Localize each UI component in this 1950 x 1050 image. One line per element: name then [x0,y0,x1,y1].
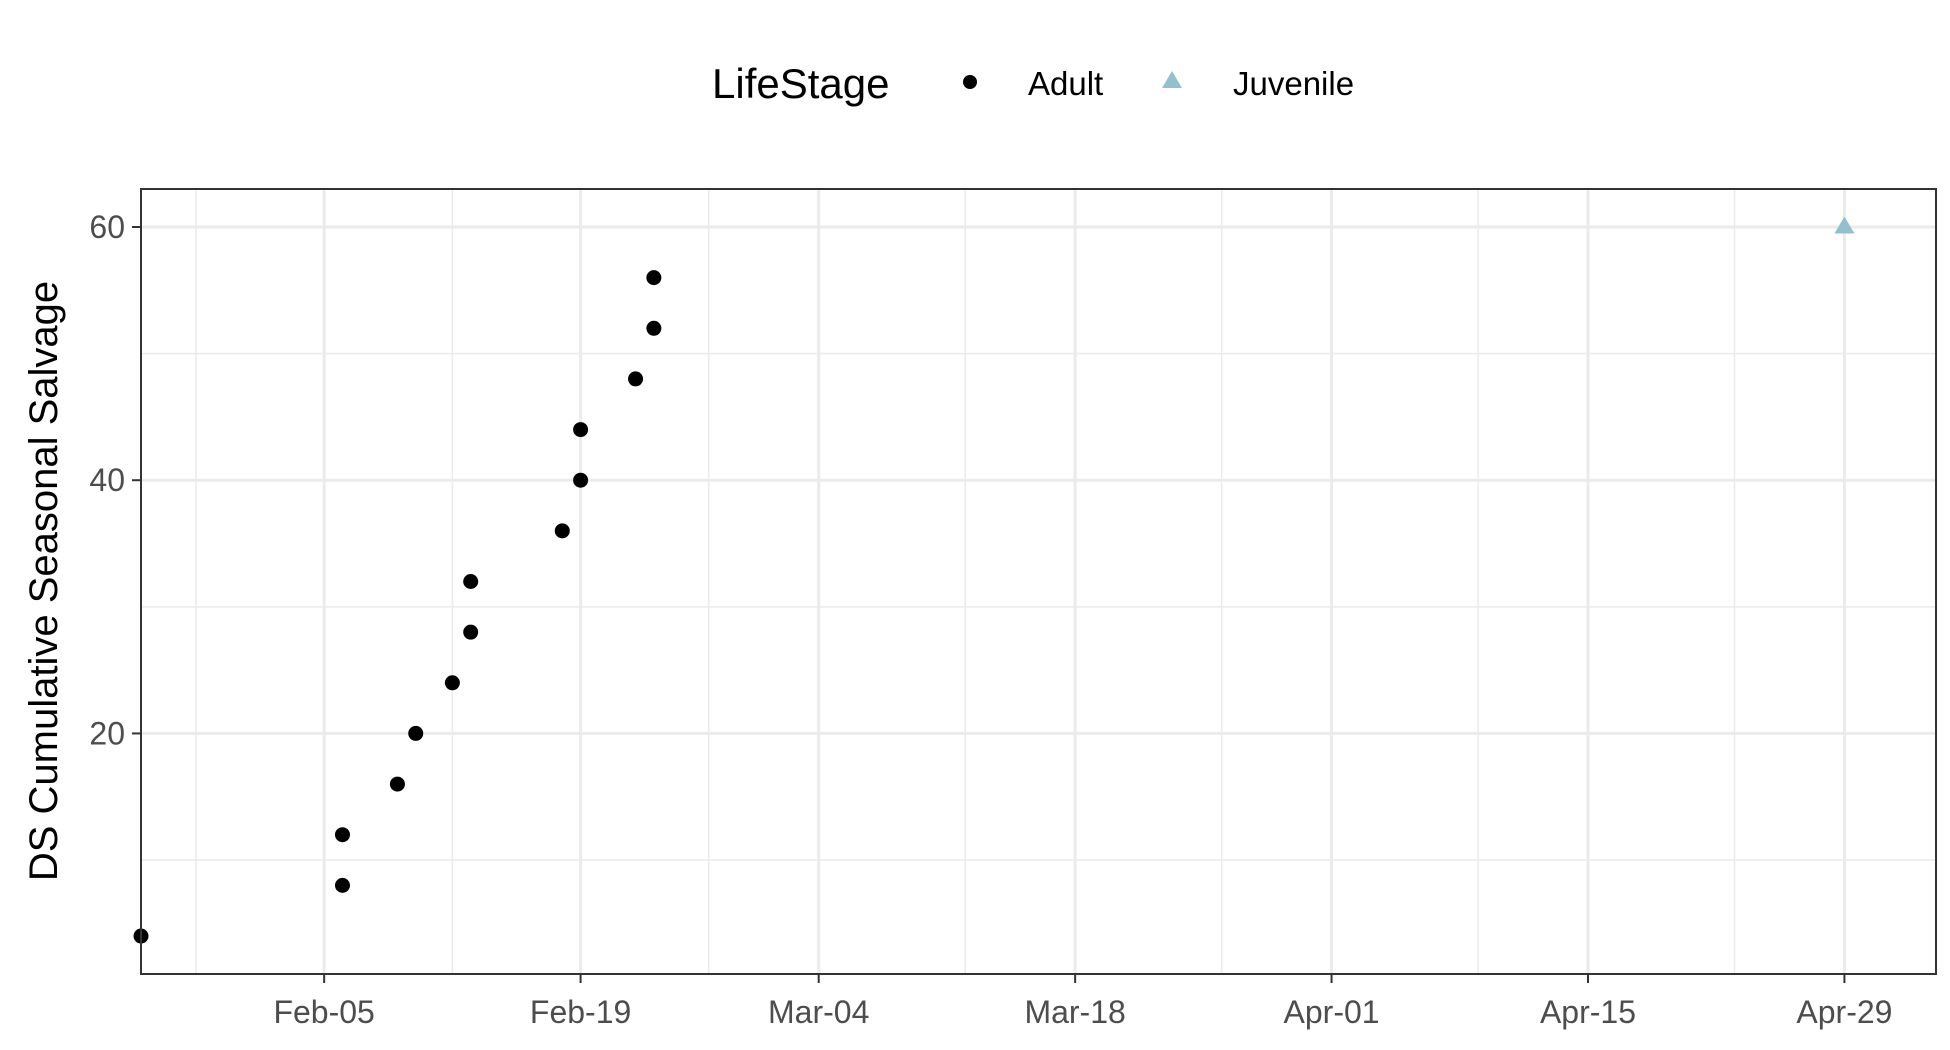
data-point-adult [646,270,662,286]
plot-panel-border [140,188,1937,975]
x-tick-label: Mar-18 [1024,994,1125,1030]
x-tick-label: Apr-01 [1284,994,1380,1030]
data-point-adult [463,624,479,640]
legend-juvenile-marker [1162,71,1182,88]
data-point-adult [389,776,405,792]
legend: LifeStage Adult Juvenile [712,60,1354,107]
data-point-adult [573,422,589,438]
x-tick-label: Feb-19 [530,994,631,1030]
y-axis-title: DS Cumulative Seasonal Salvage [22,281,66,881]
y-tick-label: 20 [89,715,125,751]
data-point-adult [628,371,644,387]
data-point-adult [554,523,570,539]
data-point-adult [463,574,479,589]
legend-title: LifeStage [712,60,889,107]
plot-panel [141,189,1936,974]
data-point-adult [334,827,350,843]
data-point-adult [334,877,350,893]
x-tick-label: Apr-29 [1796,994,1892,1030]
legend-adult-marker [963,75,977,89]
data-point-adult [408,725,424,741]
x-tick-label: Mar-04 [768,994,869,1030]
x-tick-label: Apr-15 [1540,994,1636,1030]
legend-adult-label: Adult [1028,65,1103,102]
grid-lines [141,189,1936,974]
data-points [133,216,1855,944]
y-tick-label: 40 [89,462,125,498]
data-point-adult [573,472,589,488]
data-point-adult [444,675,460,691]
data-point-juvenile [1834,216,1855,234]
legend-juvenile-label: Juvenile [1233,65,1354,102]
axis-ticks: Feb-05 Feb-19 Mar-04 Mar-18 Apr-01 Apr-15 Apr-… [89,209,1892,1030]
x-tick-label: Feb-05 [273,994,374,1030]
data-point-adult [646,320,662,336]
y-tick-label: 60 [89,209,125,245]
